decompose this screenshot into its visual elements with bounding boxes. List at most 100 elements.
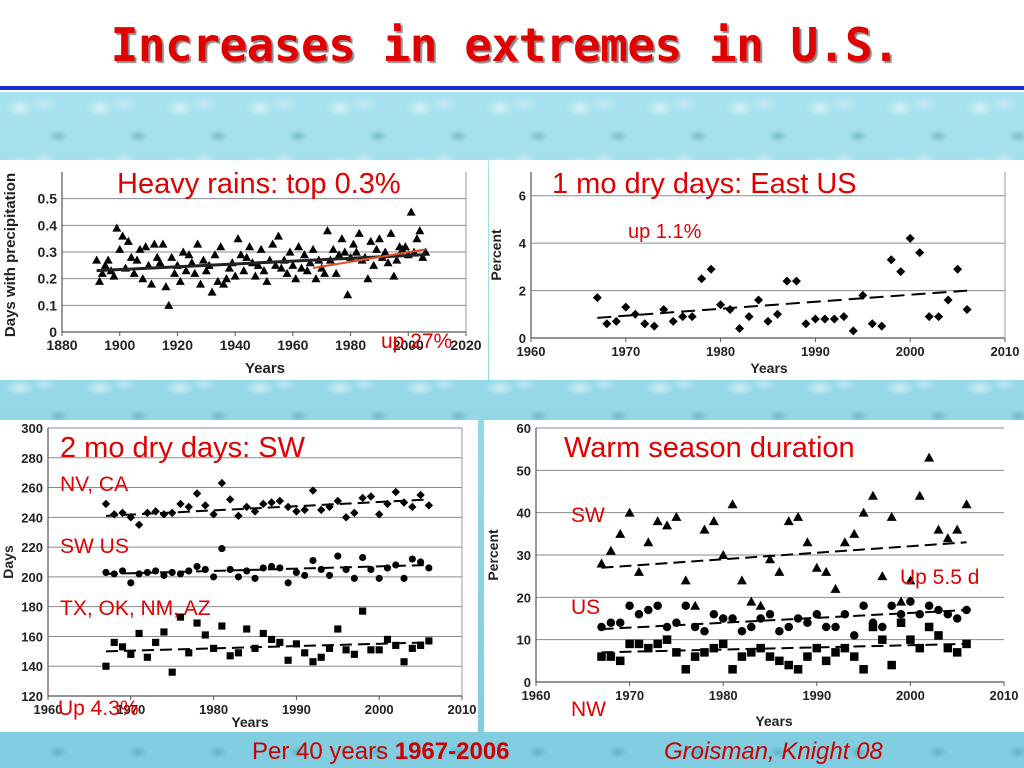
data-point <box>811 562 822 572</box>
data-point <box>831 648 840 657</box>
data-point <box>138 274 148 283</box>
trend-line <box>601 541 967 569</box>
data-point <box>201 631 209 639</box>
data-point <box>276 638 284 646</box>
data-point <box>320 268 330 277</box>
data-point <box>399 498 409 507</box>
data-point <box>311 274 321 283</box>
data-point <box>697 274 707 284</box>
data-point <box>400 574 408 582</box>
y-tick-label: 0.5 <box>38 191 58 207</box>
data-point <box>924 601 934 611</box>
data-point <box>671 511 682 521</box>
data-point <box>328 244 338 253</box>
data-point <box>952 648 962 657</box>
x-tick-label: 1970 <box>116 702 145 717</box>
data-point <box>115 244 125 253</box>
data-point <box>253 260 263 269</box>
data-point <box>412 234 422 243</box>
warm-season-label: Warm season duration <box>564 432 855 464</box>
data-point <box>341 513 351 522</box>
data-point <box>239 266 249 275</box>
data-point <box>196 279 206 288</box>
data-point <box>219 279 229 288</box>
data-point <box>354 228 364 237</box>
data-point <box>746 596 757 606</box>
data-point <box>350 508 359 518</box>
x-tick-label: 1960 <box>517 344 546 359</box>
x-tick-label: 2010 <box>990 688 1019 703</box>
data-point <box>367 565 375 574</box>
data-point <box>425 637 433 645</box>
x-tick-label: 2010 <box>448 702 477 717</box>
data-point <box>634 610 644 619</box>
data-point <box>242 252 252 261</box>
data-point <box>735 324 745 334</box>
data-point <box>135 570 143 578</box>
y-tick-label: 2 <box>519 284 526 299</box>
data-point <box>858 507 869 517</box>
y-tick-label: 0.3 <box>38 244 58 260</box>
x-tick-label: 1990 <box>282 702 311 717</box>
series-label-nv-ca: NV, CA <box>60 473 129 496</box>
y-tick-label: 0 <box>524 675 531 690</box>
data-point <box>915 248 925 258</box>
data-point <box>134 520 144 529</box>
data-point <box>297 263 307 272</box>
data-point <box>372 244 382 253</box>
data-point <box>681 665 691 674</box>
data-point <box>325 644 334 652</box>
data-point <box>285 247 295 256</box>
heavy-rains-trend-note: up 27% <box>381 330 453 353</box>
data-point <box>803 652 812 661</box>
data-point <box>251 574 259 582</box>
data-point <box>152 252 162 261</box>
data-point <box>288 260 298 269</box>
data-point <box>400 658 408 666</box>
data-point <box>135 244 145 253</box>
data-point <box>351 247 361 256</box>
footer-credit: Groisman, Knight 08 <box>664 738 883 765</box>
data-point <box>95 276 105 285</box>
data-point <box>213 276 223 285</box>
data-point <box>905 233 915 243</box>
data-point <box>221 274 231 283</box>
data-point <box>369 260 379 269</box>
data-point <box>924 452 935 462</box>
data-point <box>234 573 243 581</box>
data-point <box>193 239 203 248</box>
data-point <box>342 646 350 654</box>
data-point <box>867 490 878 500</box>
data-point <box>309 556 317 565</box>
data-point <box>383 258 393 267</box>
x-axis-label: Years <box>245 360 285 377</box>
data-point <box>392 255 402 264</box>
data-point <box>97 268 107 277</box>
x-tick-label: 1880 <box>46 337 77 353</box>
data-point <box>747 622 756 632</box>
data-point <box>271 260 281 269</box>
data-point <box>251 644 259 652</box>
data-point <box>109 271 119 280</box>
x-tick-label: 1980 <box>335 337 366 353</box>
data-point <box>92 255 102 264</box>
x-axis-label: Years <box>755 713 793 729</box>
data-point <box>887 660 896 670</box>
x-tick-label: 1980 <box>709 688 738 703</box>
data-point <box>687 312 697 322</box>
data-point <box>292 568 300 576</box>
data-point <box>793 614 803 623</box>
data-point <box>190 268 200 277</box>
data-point <box>178 247 188 256</box>
x-tick-label: 1960 <box>522 688 551 703</box>
data-point <box>644 643 653 653</box>
y-tick-label: 0 <box>519 331 526 346</box>
data-point <box>184 502 193 512</box>
data-point <box>606 618 616 627</box>
data-point <box>256 244 266 253</box>
data-point <box>243 625 251 633</box>
data-point <box>821 622 831 632</box>
data-point <box>718 639 728 649</box>
data-point <box>149 239 159 248</box>
data-point <box>226 652 234 660</box>
